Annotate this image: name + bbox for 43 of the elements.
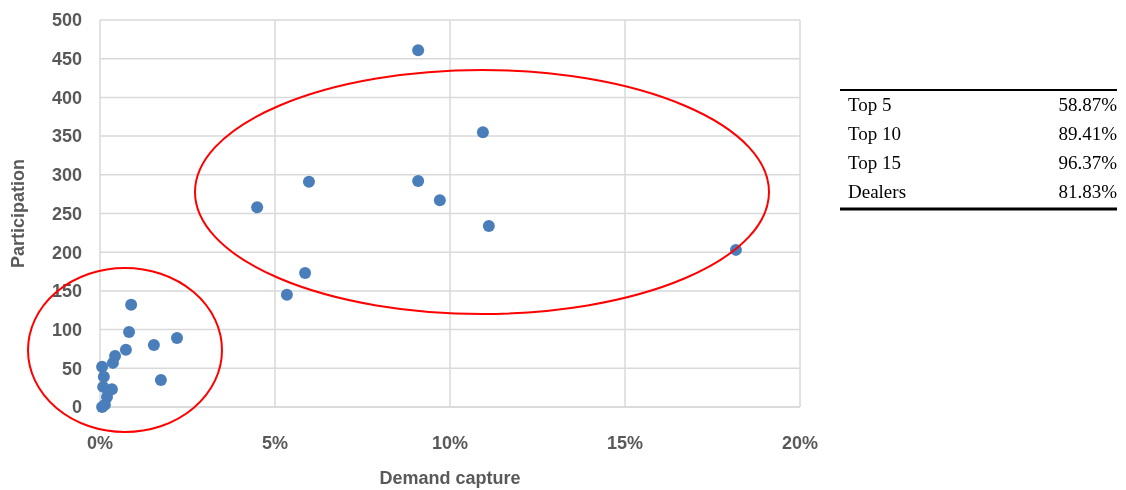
point <box>412 44 425 57</box>
y-tick-label: 350 <box>51 126 82 147</box>
text: 96.37% <box>1058 152 1118 173</box>
point <box>125 298 138 311</box>
x-tick-label: 10% <box>431 433 469 453</box>
point <box>96 360 109 373</box>
point <box>171 332 183 345</box>
y-tick-label: 400 <box>51 87 82 108</box>
point <box>302 175 315 188</box>
x-axis-title: Demand capture <box>379 468 521 488</box>
y-tick-label: 300 <box>51 165 82 186</box>
y-tick-label: 100 <box>51 319 82 340</box>
y-tick-label: 500 <box>51 10 82 31</box>
point <box>433 194 446 207</box>
point <box>154 373 167 386</box>
point <box>412 174 425 187</box>
point <box>476 126 489 139</box>
text: 89.41% <box>1058 123 1118 144</box>
x-tick-label: 15% <box>606 433 644 453</box>
point <box>299 267 312 280</box>
x-tick-label: 20% <box>781 433 819 453</box>
x-tick-label: 5% <box>261 433 289 453</box>
y-tick-label: 450 <box>51 49 82 69</box>
text: Dealers <box>848 181 907 202</box>
point <box>280 288 293 301</box>
point <box>482 219 495 232</box>
point <box>97 380 110 393</box>
y-tick-label: 250 <box>51 203 82 224</box>
text: Top 10 <box>848 123 902 144</box>
text: Top 5 <box>848 94 892 115</box>
point <box>147 339 160 352</box>
text: 58.87% <box>1058 94 1118 115</box>
point <box>119 343 132 356</box>
y-tick-label: 0 <box>71 397 82 418</box>
point <box>123 325 136 338</box>
point <box>97 370 110 383</box>
y-axis-title: Participation <box>8 158 28 269</box>
y-tick-label: 50 <box>61 358 82 379</box>
text: Top 15 <box>848 152 902 173</box>
point <box>251 201 264 214</box>
x-tick-label: 0% <box>86 433 114 453</box>
y-tick-label: 200 <box>51 242 82 263</box>
text: 81.83% <box>1058 181 1118 202</box>
